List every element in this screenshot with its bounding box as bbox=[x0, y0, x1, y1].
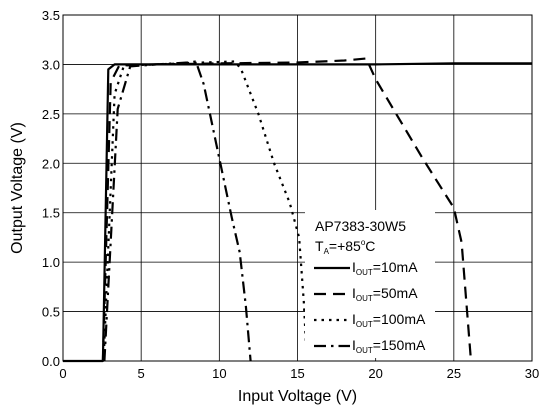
legend-device-title: AP7383-30W5 bbox=[315, 218, 406, 234]
legend-label: IOUT=100mA bbox=[352, 311, 426, 329]
x-tick-label: 30 bbox=[525, 366, 539, 381]
plot-frame bbox=[62, 14, 533, 362]
y-tick-label: 0.0 bbox=[42, 354, 60, 369]
y-tick-label: 2.0 bbox=[42, 156, 60, 171]
x-axis-label: Input Voltage (V) bbox=[238, 388, 357, 405]
x-tick-label: 15 bbox=[290, 366, 304, 381]
legend-entries: IOUT=10mA IOUT=50mA IOUT=100mA IOUT=150mA bbox=[314, 259, 426, 355]
y-tick-label: 3.5 bbox=[42, 8, 60, 23]
x-tick-label: 5 bbox=[138, 366, 145, 381]
y-tick-label: 2.5 bbox=[42, 107, 60, 122]
legend-label: IOUT=10mA bbox=[352, 259, 418, 277]
legend: AP7383-30W5 TA=+85oC IOUT=10mAIOUT=50mAI… bbox=[305, 210, 435, 358]
y-tick-label: 3.0 bbox=[42, 57, 60, 72]
x-tick-label: 20 bbox=[368, 366, 382, 381]
y-tick-label: 0.5 bbox=[42, 305, 60, 320]
series-line-dot bbox=[102, 60, 308, 362]
x-tick-labels: 0 5 10 15 20 25 30 bbox=[59, 366, 539, 381]
y-tick-label: 1.5 bbox=[42, 206, 60, 221]
series-line-dash bbox=[101, 57, 473, 362]
x-tick-label: 25 bbox=[447, 366, 461, 381]
legend-label: IOUT=150mA bbox=[352, 337, 426, 355]
y-tick-labels: 0.0 0.5 1.0 1.5 2.0 2.5 3.0 3.5 bbox=[42, 8, 60, 369]
x-tick-label: 0 bbox=[59, 366, 66, 381]
series-line-dashdot bbox=[103, 60, 252, 362]
legend-temperature: TA=+85oC bbox=[315, 238, 375, 256]
y-tick-label: 1.0 bbox=[42, 255, 60, 270]
legend-background bbox=[305, 210, 435, 358]
y-axis-label: Output Voltage (V) bbox=[9, 122, 26, 254]
legend-label: IOUT=50mA bbox=[352, 285, 418, 303]
x-tick-label: 10 bbox=[212, 366, 226, 381]
